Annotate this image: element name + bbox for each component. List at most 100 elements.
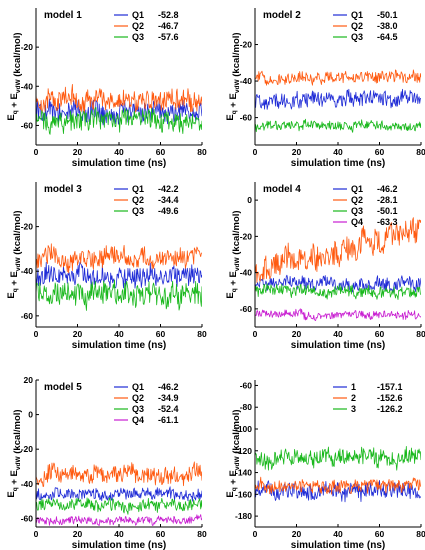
x-axis-label: simulation time (ns) (72, 540, 166, 550)
series-line-q1 (255, 88, 421, 110)
chart-panel-4: 0 20 40 60 80 0 -20 -40 -60 simulation time (ns) E… (225, 182, 425, 351)
series-line-q2 (36, 83, 202, 114)
legend-series-value: -46.2 (377, 184, 398, 194)
plot-area (36, 243, 202, 311)
panel-title: model 2 (263, 10, 301, 21)
x-tick-label: 0 (34, 529, 39, 539)
legend-series-value: -34.4 (158, 195, 179, 205)
series-line-q4 (36, 514, 202, 526)
series-line-q3 (36, 497, 202, 515)
x-tick-label: 80 (416, 529, 425, 539)
x-tick-label: 20 (292, 147, 302, 157)
x-tick-label: 40 (114, 329, 124, 339)
x-tick-label: 60 (156, 529, 166, 539)
legend-series-name: Q2 (351, 21, 363, 31)
y-tick-label: -20 (240, 231, 253, 241)
legend-series-value: -34.9 (158, 393, 179, 403)
x-tick-label: 20 (292, 529, 302, 539)
series-line-q4 (255, 308, 421, 321)
series-line-q1 (36, 486, 202, 502)
y-axis-label: Eq + EvdW (kcal/mol) (225, 210, 242, 298)
series-line-3 (255, 446, 421, 471)
y-tick-label: -180 (235, 511, 252, 521)
x-tick-label: 80 (416, 329, 425, 339)
panel-title: model 3 (44, 184, 82, 195)
x-tick-label: 60 (156, 329, 166, 339)
series-line-q3 (36, 279, 202, 311)
chart-panel-5: 0 20 40 60 80 20 0 -20 -40 -60 simulation time (ns… (6, 375, 207, 550)
y-axis-label: Eq + EvdW (kcal/mol) (225, 409, 242, 497)
legend-series-value: -61.1 (158, 415, 179, 425)
x-tick-label: 80 (197, 147, 207, 157)
x-tick-label: 20 (73, 147, 83, 157)
y-tick-label: 0 (28, 410, 33, 420)
y-tick-label: -60 (21, 120, 34, 130)
series-line-q2 (36, 461, 202, 487)
y-tick-label: -20 (21, 42, 34, 52)
plot-area (36, 461, 202, 526)
y-tick-label: -160 (235, 489, 252, 499)
x-tick-label: 20 (73, 529, 83, 539)
legend-series-name: Q4 (351, 217, 363, 227)
x-tick-label: 20 (292, 329, 302, 339)
legend-series-value: -50.1 (377, 10, 398, 20)
legend-series-name: Q3 (132, 404, 144, 414)
legend-series-name: Q3 (351, 32, 363, 42)
y-tick-label: -140 (235, 468, 252, 478)
y-tick-label: -60 (21, 311, 34, 321)
legend-series-value: -49.6 (158, 206, 179, 216)
panel-title: model 4 (263, 184, 301, 195)
plot-area (36, 83, 202, 135)
x-tick-label: 20 (73, 329, 83, 339)
panel-title: model 1 (44, 10, 82, 21)
y-tick-label: -120 (235, 446, 252, 456)
series-line-q2 (255, 217, 421, 283)
plot-area (255, 217, 421, 321)
x-tick-label: 40 (333, 329, 343, 339)
legend-series-value: -152.6 (377, 393, 403, 403)
x-tick-label: 40 (333, 147, 343, 157)
series-line-q3 (36, 107, 202, 135)
x-tick-label: 60 (156, 147, 166, 157)
y-tick-label: 0 (247, 195, 252, 205)
y-tick-label: -100 (235, 424, 252, 434)
y-tick-label: -40 (21, 81, 34, 91)
y-tick-label: 20 (24, 375, 34, 385)
series-line-q3 (255, 118, 421, 133)
chart-panel-6: 0 20 40 60 80 -60 -80 -100 -120 -140 -160 -180 simul… (225, 380, 425, 550)
x-tick-label: 40 (114, 529, 124, 539)
y-tick-label: -40 (21, 266, 34, 276)
legend-series-name: Q2 (132, 195, 144, 205)
y-tick-label: -40 (21, 479, 34, 489)
legend-series-value: -46.7 (158, 21, 179, 31)
y-tick-label: -80 (240, 402, 253, 412)
plot-area (255, 446, 421, 503)
series-line-q2 (255, 69, 421, 86)
series-line-q1 (36, 261, 202, 289)
legend-series-value: -28.1 (377, 195, 398, 205)
y-tick-label: -60 (240, 113, 253, 123)
x-tick-label: 0 (34, 329, 39, 339)
legend-series-name: Q3 (132, 206, 144, 216)
x-axis-label: simulation time (ns) (291, 158, 385, 169)
legend-series-name: Q3 (132, 32, 144, 42)
y-tick-label: -20 (21, 444, 34, 454)
plot-area (255, 69, 421, 133)
legend-series-name: Q3 (351, 206, 363, 216)
x-tick-label: 40 (114, 147, 124, 157)
y-tick-label: -20 (240, 40, 253, 50)
x-tick-label: 0 (253, 529, 258, 539)
legend-series-value: -157.1 (377, 382, 403, 392)
x-tick-label: 80 (197, 529, 207, 539)
y-tick-label: -40 (240, 76, 253, 86)
chart-panel-2: 0 20 40 60 80 -20 -40 -60 simulation time (ns) Eq… (225, 8, 425, 169)
x-axis-label: simulation time (ns) (291, 340, 385, 351)
legend-series-name: Q4 (132, 415, 144, 425)
x-axis-label: simulation time (ns) (72, 158, 166, 169)
legend-series-value: -126.2 (377, 404, 403, 414)
legend-series-name: Q1 (132, 184, 144, 194)
legend-series-value: -64.5 (377, 32, 398, 42)
legend-series-name: Q2 (351, 195, 363, 205)
legend-series-name: Q1 (132, 382, 144, 392)
legend-series-name: Q2 (132, 21, 144, 31)
